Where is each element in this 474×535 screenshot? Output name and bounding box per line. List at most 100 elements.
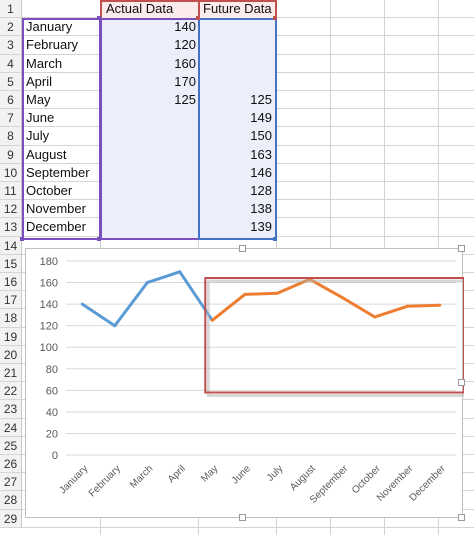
row-header[interactable]: 10 (0, 163, 22, 182)
future-value-cell[interactable]: 149 (250, 110, 272, 126)
y-tick-label: 60 (46, 385, 58, 397)
row-header[interactable]: 9 (0, 145, 22, 164)
data-point (178, 270, 182, 274)
chart-resize-handle-top[interactable] (239, 245, 246, 252)
month-cell[interactable]: May (26, 92, 51, 107)
data-point (340, 296, 344, 300)
month-cell[interactable]: June (26, 110, 55, 126)
row-header[interactable]: 4 (0, 54, 22, 73)
series-line-2 (211, 277, 440, 322)
row-header[interactable]: 3 (0, 36, 22, 55)
data-point (275, 291, 279, 295)
row-header[interactable]: 27 (0, 473, 22, 492)
line-chart[interactable]: 0 20 40 60 80 100 120 140 160 180 January February M… (25, 248, 469, 518)
row-header[interactable]: 2 (0, 18, 22, 37)
highlight-box-shadow (206, 279, 469, 397)
row-header[interactable]: 20 (0, 345, 22, 364)
row-header[interactable]: 23 (0, 400, 22, 419)
row-header[interactable]: 15 (0, 254, 22, 273)
month-cell[interactable]: November (26, 201, 86, 217)
actual-value-cell[interactable]: 170 (174, 73, 196, 89)
row-header[interactable]: 8 (0, 127, 22, 146)
data-point (438, 303, 442, 307)
x-tick-label: December (407, 463, 448, 504)
row-header[interactable]: 26 (0, 455, 22, 474)
future-value-cell[interactable]: 146 (250, 164, 272, 180)
future-data-header[interactable]: Future Data (199, 0, 275, 18)
future-value-cell[interactable]: 139 (250, 219, 272, 235)
row-header[interactable]: 13 (0, 218, 22, 237)
x-tick-label: June (230, 463, 253, 486)
y-tick-label: 160 (40, 278, 58, 290)
actual-data-range[interactable] (101, 18, 199, 240)
x-tick-label: May (199, 463, 220, 484)
x-tick-label: February (87, 463, 123, 499)
row-header[interactable]: 25 (0, 436, 22, 455)
actual-value-cell[interactable]: 120 (174, 37, 196, 53)
row-header[interactable]: 12 (0, 200, 22, 219)
future-value-cell[interactable]: 128 (250, 183, 272, 198)
future-data-range[interactable] (199, 18, 275, 240)
range-handle[interactable] (20, 237, 24, 241)
future-values-range-border (198, 18, 277, 240)
data-point (243, 292, 247, 296)
y-tick-label: 140 (40, 299, 58, 311)
actual-value-cell[interactable]: 140 (174, 19, 196, 35)
row-header[interactable]: 21 (0, 364, 22, 383)
row-header[interactable]: 29 (0, 509, 22, 528)
month-cell[interactable]: December (26, 219, 86, 235)
row-header[interactable]: 28 (0, 491, 22, 510)
actual-data-header[interactable]: Actual Data (101, 0, 198, 18)
y-tick-label: 100 (40, 342, 58, 354)
data-point (145, 281, 149, 285)
chart-resize-handle-bottom-right[interactable] (458, 514, 465, 521)
future-value-cell[interactable]: 125 (250, 92, 272, 107)
row-header[interactable]: 22 (0, 382, 22, 401)
data-point (80, 302, 84, 306)
month-cell[interactable]: September (26, 164, 90, 180)
row-header[interactable]: 5 (0, 72, 22, 91)
row-header[interactable]: 19 (0, 327, 22, 346)
chart-resize-handle-bottom[interactable] (239, 514, 246, 521)
month-cell[interactable]: October (26, 183, 73, 198)
row-header[interactable]: 24 (0, 418, 22, 437)
y-tick-label: 180 (40, 256, 58, 268)
month-cell[interactable]: July (26, 128, 50, 144)
row-header[interactable]: 11 (0, 182, 22, 201)
row-header[interactable]: 7 (0, 109, 22, 128)
chart-resize-handle-right[interactable] (458, 379, 465, 386)
category-range-border (22, 18, 101, 240)
y-tick-label: 20 (46, 428, 58, 440)
range-handle[interactable] (273, 237, 277, 241)
month-cell[interactable]: February (26, 37, 79, 53)
future-header-range-border (198, 0, 277, 20)
range-handle[interactable] (97, 237, 101, 241)
month-cell[interactable]: August (26, 146, 67, 162)
row-header[interactable]: 14 (0, 236, 22, 255)
future-value-cell[interactable]: 163 (250, 146, 272, 162)
row-header[interactable]: 17 (0, 291, 22, 310)
future-value-cell[interactable]: 150 (250, 128, 272, 144)
y-tick-label: 120 (40, 321, 58, 333)
x-tick-label: March (128, 463, 155, 490)
row-header[interactable]: 18 (0, 309, 22, 328)
row-header[interactable]: 16 (0, 273, 22, 292)
range-handle[interactable] (196, 16, 200, 20)
range-handle[interactable] (97, 16, 101, 20)
month-cell[interactable]: April (26, 73, 53, 89)
y-tick-label: 0 (52, 450, 58, 462)
row-header[interactable]: 1 (0, 0, 22, 19)
actual-value-cell[interactable]: 160 (174, 55, 196, 71)
x-tick-label: August (288, 463, 318, 493)
actual-header-range-border (100, 0, 200, 20)
chart-resize-handle-top-right[interactable] (458, 245, 465, 252)
data-point (373, 315, 377, 319)
month-cell[interactable]: January (26, 19, 73, 35)
month-cell[interactable]: March (26, 55, 63, 71)
row-header[interactable]: 6 (0, 91, 22, 110)
future-value-cell[interactable]: 138 (250, 201, 272, 217)
actual-value-cell[interactable]: 125 (174, 92, 196, 107)
range-handle[interactable] (273, 16, 277, 20)
x-tick-label: July (265, 463, 285, 483)
